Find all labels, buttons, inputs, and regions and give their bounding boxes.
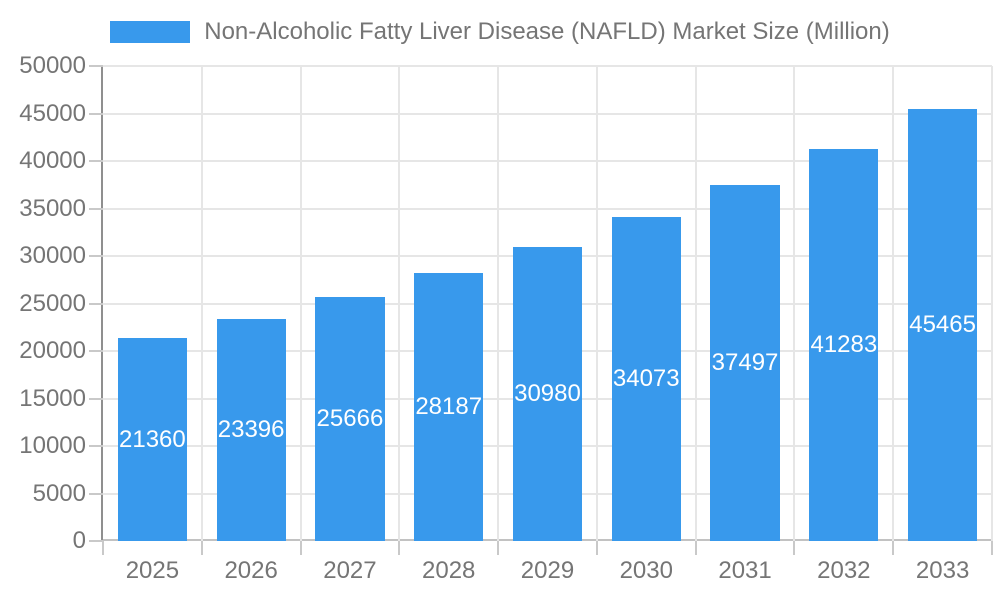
y-axis-label: 30000	[19, 242, 86, 269]
bar-value-label: 34073	[612, 365, 680, 393]
x-axis-label: 2028	[422, 557, 476, 584]
gridline-horizontal	[103, 207, 992, 210]
gridline-vertical	[694, 66, 697, 541]
bar-value-label: 25666	[316, 405, 384, 433]
x-axis-tick	[892, 541, 895, 555]
x-axis-tick	[694, 541, 697, 555]
gridline-vertical	[398, 66, 401, 541]
x-axis-label: 2027	[323, 557, 377, 584]
y-axis-label: 40000	[19, 147, 86, 174]
y-axis-tick	[89, 540, 103, 542]
x-axis-label: 2030	[619, 557, 673, 584]
gridline-horizontal	[103, 65, 992, 67]
y-axis-tick	[89, 65, 103, 67]
y-axis-tick	[89, 160, 103, 162]
y-axis-label: 20000	[19, 337, 86, 364]
bar-value-label: 28187	[415, 393, 483, 421]
plot-area: 21360 23396 25666 28187 30980 34073 37497 41283…	[103, 65, 993, 541]
x-axis-tick	[299, 541, 302, 555]
y-axis-label: 25000	[19, 289, 86, 317]
gridline-horizontal	[103, 160, 992, 162]
gridline-horizontal	[103, 112, 992, 115]
x-axis-label: 2025	[125, 557, 180, 584]
bar	[414, 273, 484, 541]
bar	[611, 217, 681, 541]
y-axis-label: 10000	[19, 432, 86, 459]
x-axis-label: 2029	[520, 557, 575, 584]
y-axis-tick	[89, 397, 103, 400]
gridline-vertical	[793, 66, 796, 541]
y-axis-tick	[89, 350, 103, 352]
x-axis-label: 2031	[718, 557, 772, 584]
x-axis-tick	[102, 541, 104, 555]
bar	[908, 109, 978, 541]
chart-legend[interactable]: Non-Alcoholic Fatty Liver Disease (NAFLD…	[0, 18, 1000, 46]
y-axis-tick	[89, 445, 103, 447]
x-axis-label: 2032	[817, 557, 871, 584]
y-axis-tick	[89, 207, 103, 210]
y-axis-label: 50000	[19, 52, 86, 79]
x-axis-tick	[497, 541, 500, 555]
bar-value-label: 45465	[909, 311, 976, 339]
x-axis-label: 2033	[915, 557, 970, 584]
x-axis-tick	[398, 541, 401, 555]
bar-value-label: 23396	[217, 415, 285, 443]
bar	[809, 148, 879, 541]
bar-value-label: 21360	[119, 425, 186, 453]
y-axis-tick	[89, 492, 103, 495]
y-axis-label: 45000	[19, 99, 86, 127]
legend-label: Non-Alcoholic Fatty Liver Disease (NAFLD…	[204, 18, 890, 45]
gridline-vertical	[892, 66, 895, 541]
bar	[512, 246, 583, 541]
x-axis-tick	[595, 541, 598, 555]
x-axis-tick	[991, 541, 993, 555]
y-axis-tick	[89, 302, 103, 305]
bar	[117, 338, 187, 541]
y-axis-label: 0	[72, 527, 86, 554]
y-axis-tick	[89, 112, 103, 115]
gridline-vertical	[200, 66, 203, 541]
y-axis-tick	[89, 255, 103, 257]
legend-swatch	[110, 21, 191, 43]
gridline-vertical	[991, 66, 993, 541]
gridline-vertical	[497, 66, 500, 541]
gridline-vertical	[299, 66, 302, 541]
y-axis-label: 15000	[19, 384, 86, 412]
bar-value-label: 41283	[810, 330, 878, 358]
y-axis-label: 35000	[19, 194, 86, 222]
x-axis-tick	[200, 541, 203, 555]
y-axis-label: 5000	[32, 479, 86, 507]
bar-value-label: 30980	[514, 379, 581, 407]
bar	[710, 184, 780, 541]
x-axis-tick	[793, 541, 796, 555]
bar-value-label: 37497	[711, 348, 779, 376]
x-axis-label: 2026	[224, 557, 278, 584]
bar	[216, 318, 286, 541]
bar	[315, 297, 385, 541]
gridline-vertical	[595, 66, 598, 541]
